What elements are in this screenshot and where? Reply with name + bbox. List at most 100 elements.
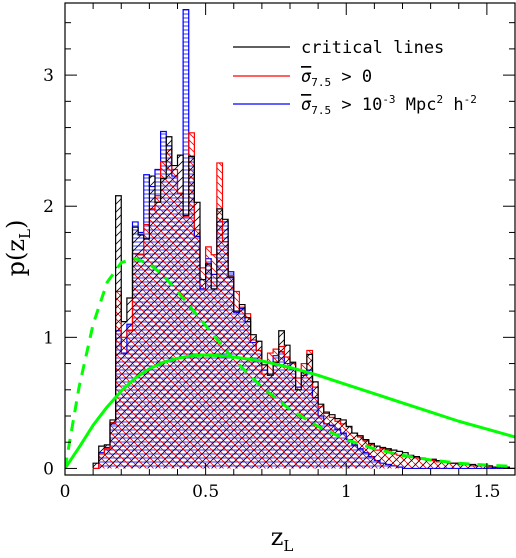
hist-bar-critical-lines <box>368 443 375 469</box>
legend-h: h <box>443 95 463 115</box>
legend-sup-h: -2 <box>464 93 477 106</box>
legend-label-sigma-gt-0: σ7.5 > 0 <box>301 67 372 89</box>
hist-bar-critical-lines <box>222 219 229 469</box>
x-tick-label: 0.5 <box>192 482 219 502</box>
y-axis-label-sub: L <box>16 229 34 239</box>
hist-bar-critical-lines <box>93 463 99 469</box>
hist-bar-critical-lines <box>183 215 189 469</box>
tick-labels: 0 0.5 1 1.5 0 1 2 3 <box>43 66 500 502</box>
hist-bar-critical-lines <box>194 202 200 469</box>
y-tick-label: 2 <box>43 197 54 217</box>
hist-bar-critical-lines <box>419 457 425 469</box>
y-axis-label: p(zL) <box>2 220 34 277</box>
hist-bar-critical-lines <box>470 464 476 469</box>
hist-bar-critical-lines <box>256 341 262 469</box>
hist-bar-critical-lines <box>143 239 150 469</box>
hist-bar-critical-lines <box>216 208 223 469</box>
hist-bar-critical-lines <box>301 372 307 469</box>
hist-bar-critical-lines <box>351 433 358 469</box>
hist-bar-critical-lines <box>453 463 459 469</box>
hist-bar-critical-lines <box>430 459 437 469</box>
hist-bar-critical-lines <box>335 418 341 469</box>
model-curve-solid <box>65 353 515 470</box>
legend-label-critical-lines: critical lines <box>301 38 444 58</box>
hist-bar-critical-lines <box>273 362 279 469</box>
hist-bar-critical-lines <box>306 354 313 469</box>
legend-sup-exp: -3 <box>382 93 395 106</box>
hist-bar-critical-lines <box>363 439 369 469</box>
hist-bar-critical-lines <box>233 311 240 469</box>
x-tick-label: 0 <box>60 482 71 502</box>
hist-bar-critical-lines <box>486 465 493 469</box>
hist-bar-critical-lines <box>104 444 110 469</box>
hist-bar-critical-lines <box>318 404 324 469</box>
hist-bar-critical-lines <box>385 448 392 469</box>
legend-sigma-symbol: σ <box>301 67 312 87</box>
x-axis-label-sub: L <box>283 537 293 554</box>
hist-bar-critical-lines <box>290 362 296 469</box>
model-curve-dashed <box>65 257 515 469</box>
legend-sigma-rest: > 0 <box>331 67 372 87</box>
hist-bar-critical-lines <box>250 334 257 469</box>
hist-bar-critical-lines <box>200 279 206 469</box>
hist-bar-critical-lines <box>503 467 510 469</box>
y-tick-label: 1 <box>43 328 54 348</box>
hist-bar-critical-lines <box>261 364 268 469</box>
hist-bar-critical-lines <box>441 461 448 469</box>
hist-bar-critical-lines <box>425 459 431 469</box>
hist-bar-critical-lines <box>323 412 330 469</box>
y-axis-label-close: ) <box>2 220 30 229</box>
hist-bar-critical-lines <box>239 304 245 469</box>
legend-mpc: Mpc <box>396 95 437 115</box>
hist-bar-critical-lines <box>413 456 420 469</box>
model-curves <box>65 257 515 470</box>
hist-bar-critical-lines <box>329 414 335 469</box>
legend-sigma-sub: 7.5 <box>311 76 331 89</box>
legend: critical lines σ7.5 > 0 σ7.5 > 10-3 Mpc2… <box>233 38 477 117</box>
y-axis-label-main: p(z <box>2 239 30 276</box>
x-axis-label: zL <box>271 523 294 554</box>
hist-bar-critical-lines <box>155 202 161 469</box>
x-tick-label: 1.5 <box>473 482 500 502</box>
hist-bar-critical-lines <box>160 178 167 469</box>
hist-bar-critical-lines <box>278 330 285 469</box>
hist-bar-critical-lines <box>98 446 105 469</box>
hist-bar-critical-lines <box>177 155 184 469</box>
hist-bar-critical-lines <box>464 464 470 469</box>
hist-bar-critical-lines <box>295 389 302 469</box>
hist-bar-critical-lines <box>267 374 274 469</box>
hist-bar-critical-lines <box>228 277 234 469</box>
hist-bar-critical-lines <box>132 227 139 469</box>
histogram-layer <box>92 8 515 470</box>
hist-bar-critical-lines <box>402 452 409 469</box>
hist-bar-critical-lines <box>121 321 127 469</box>
hist-bar-critical-lines <box>458 464 465 469</box>
hist-bar-critical-lines <box>245 317 251 469</box>
hist-bar-critical-lines <box>447 463 454 469</box>
hist-bar-critical-lines <box>205 263 212 469</box>
hist-bar-critical-lines <box>475 465 482 469</box>
hist-bar-critical-lines <box>149 176 155 469</box>
legend-sigma-symbol-2: σ <box>301 95 312 115</box>
hist-bar-critical-lines <box>138 235 144 469</box>
hist-bar-critical-lines <box>171 165 178 469</box>
y-tick-label: 3 <box>43 66 54 86</box>
hist-bar-critical-lines <box>396 451 403 469</box>
hist-bar-critical-lines <box>211 288 217 469</box>
hist-bar-critical-lines <box>188 156 195 469</box>
hist-bar-critical-lines <box>391 450 397 469</box>
x-tick-label: 1 <box>341 482 352 502</box>
hist-bar-critical-lines <box>346 426 352 469</box>
hist-bar-critical-lines <box>115 195 122 469</box>
hist-bar-critical-lines <box>498 467 504 469</box>
hist-bar-critical-lines <box>492 467 499 469</box>
hist-bar-critical-lines <box>380 447 386 469</box>
axis-ticks <box>64 3 516 475</box>
x-axis-label-main: z <box>271 523 284 551</box>
legend-sigma-sub-2: 7.5 <box>311 104 331 117</box>
hist-bar-critical-lines <box>481 465 487 469</box>
hist-bar-critical-lines <box>357 435 364 469</box>
hist-bar-critical-lines <box>110 419 116 469</box>
